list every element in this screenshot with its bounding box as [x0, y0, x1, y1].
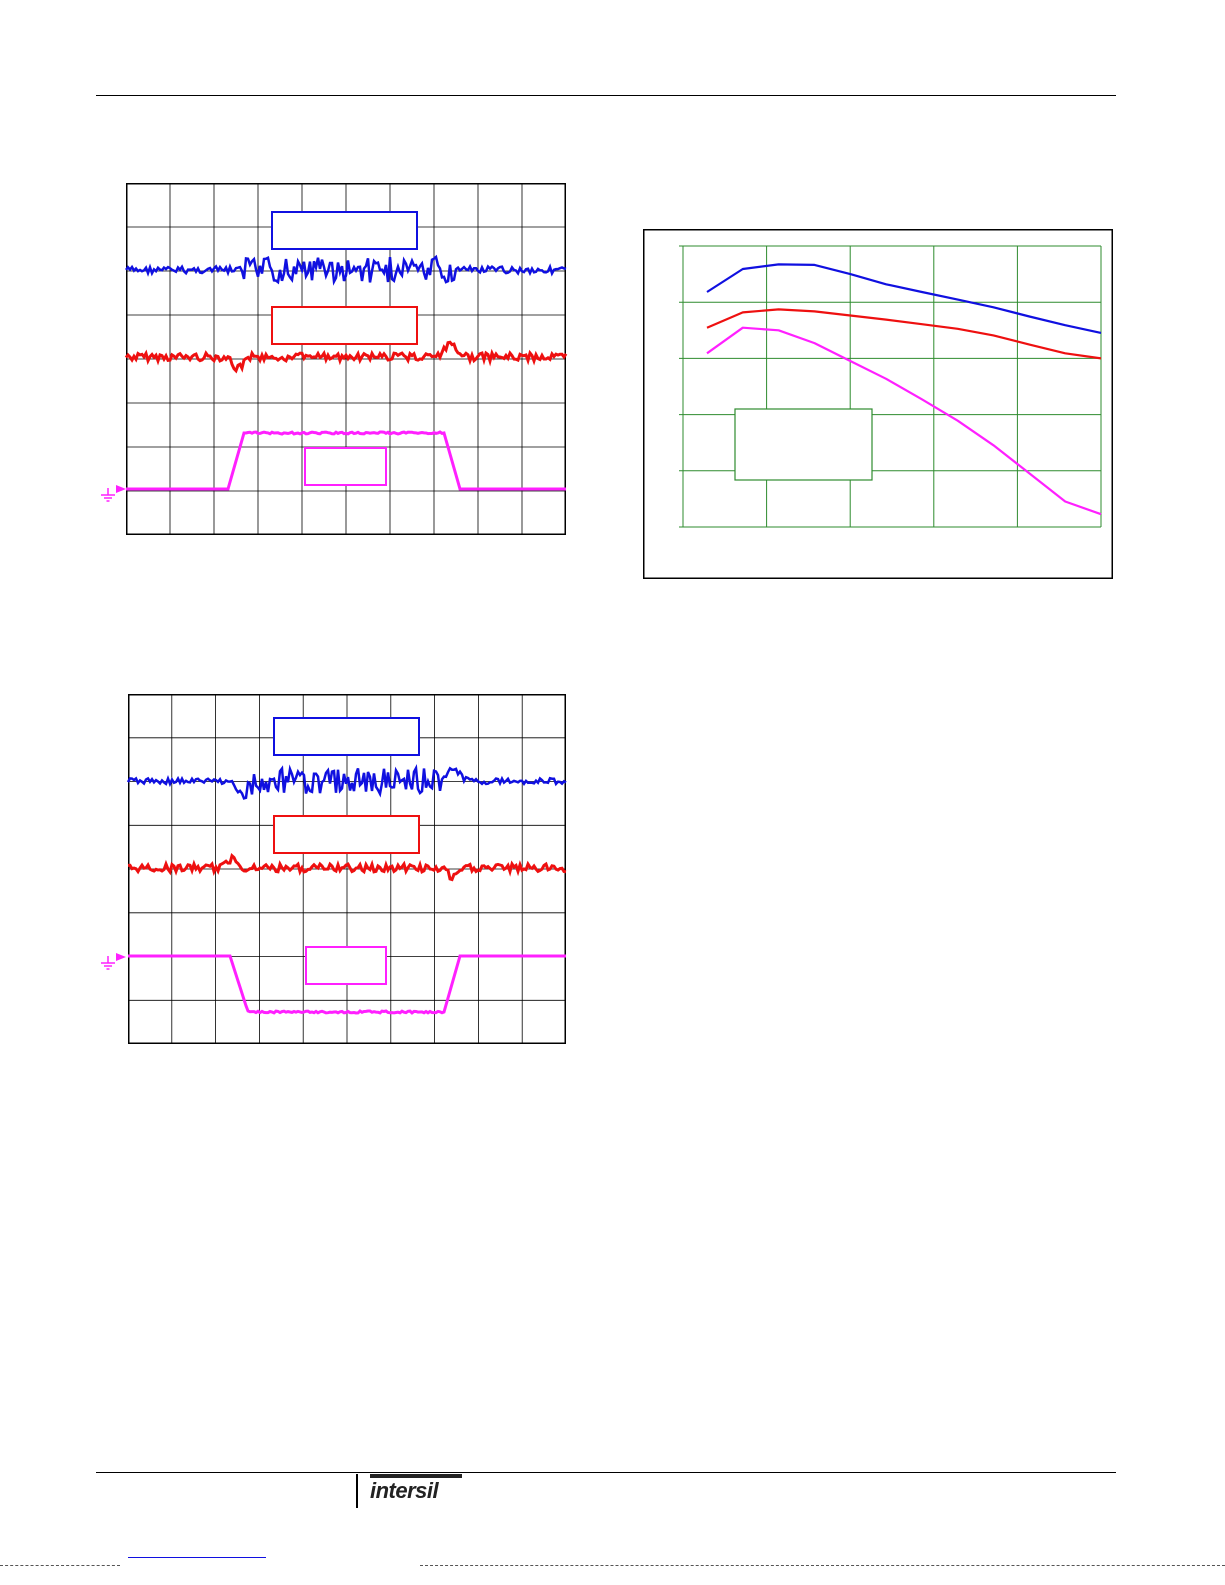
page-bottom-line-left [0, 1565, 120, 1566]
series-line-3 [706, 326, 1102, 516]
trace-ch2 [127, 852, 567, 882]
ch1-label-box [271, 211, 418, 250]
ground-marker-1 [101, 485, 126, 502]
series-line-2 [706, 308, 1102, 360]
footer-rule [96, 1472, 1116, 1473]
intersil-logo: intersil [370, 1474, 462, 1504]
efficiency-chart [643, 229, 1113, 579]
ch1-label-box [273, 717, 420, 756]
trace-ch2 [124, 340, 568, 374]
trace-ch3 [128, 954, 566, 1015]
legend-box [734, 408, 873, 481]
header-rule [96, 95, 1116, 96]
trace-ch1 [126, 763, 567, 800]
scope-capture-2 [126, 694, 567, 1044]
trace-ch3 [126, 430, 566, 491]
ch3-label-box [304, 447, 387, 486]
scope-capture-1 [124, 183, 568, 535]
ch3-label-box [305, 946, 387, 985]
page-bottom-line-right [420, 1565, 1225, 1566]
chart-frame [643, 229, 1113, 579]
page-bottom-link [128, 1557, 266, 1558]
ground-marker-2 [101, 953, 126, 970]
series-line-1 [706, 263, 1102, 334]
chart-series [706, 263, 1102, 516]
footer-divider [356, 1474, 358, 1508]
ch2-label-box [273, 815, 420, 854]
ch2-label-box [271, 306, 418, 345]
trace-ch1 [125, 254, 567, 286]
